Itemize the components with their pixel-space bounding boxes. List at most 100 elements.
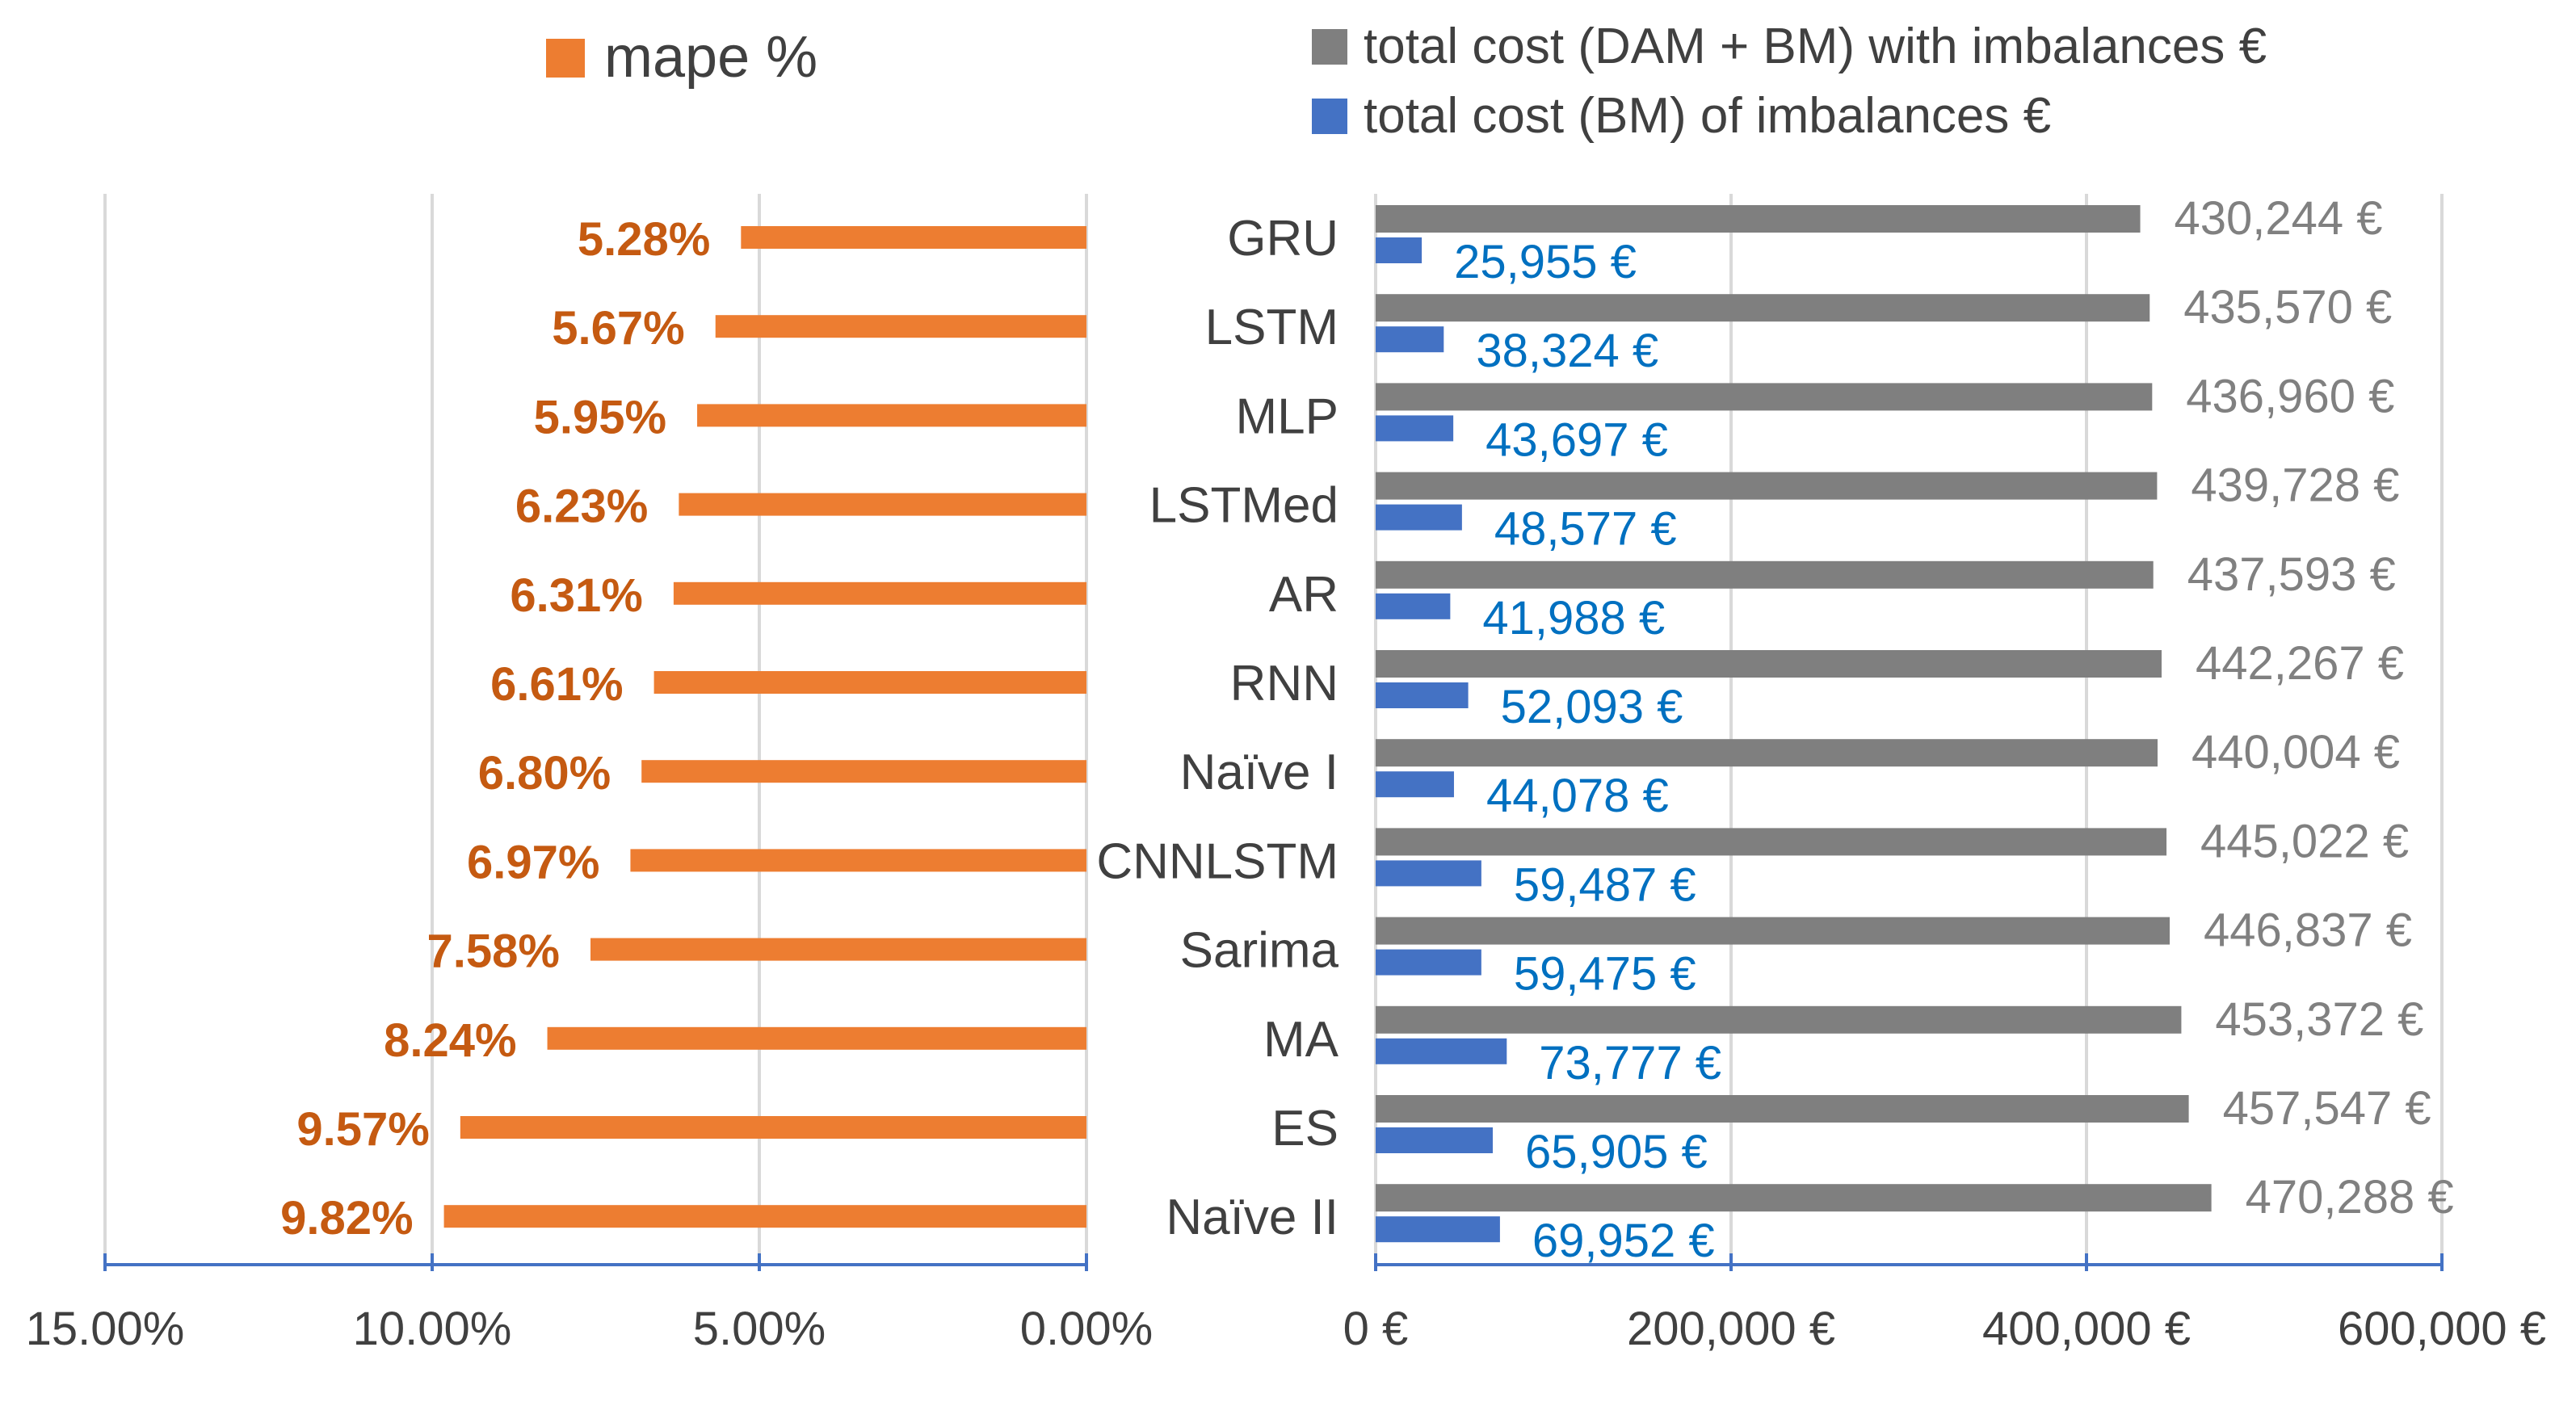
category-labels: GRU LSTM MLP LSTMed AR RNN Naïve I CNNLSTM Sarim…	[1096, 211, 1338, 1245]
mape-bar	[590, 938, 1086, 961]
mape-data-label: 6.61%	[490, 658, 623, 711]
imbalance-cost-data-label: 25,955 €	[1454, 236, 1637, 288]
legend: mape % total cost (DAM + BM) with imbalan…	[546, 19, 2267, 144]
imbalance-cost-data-label: 59,475 €	[1514, 948, 1696, 1001]
legend-swatch-imbalance-cost	[1312, 99, 1347, 134]
total-cost-bar	[1376, 383, 2153, 411]
total-cost-data-label: 453,372 €	[2215, 993, 2423, 1046]
imbalance-cost-data-label: 52,093 €	[1501, 681, 1683, 733]
mape-data-label: 5.28%	[578, 213, 710, 266]
category-label: RNN	[1230, 656, 1338, 711]
mape-bar	[673, 581, 1086, 605]
category-label: ES	[1271, 1101, 1338, 1156]
mape-data-label: 8.24%	[384, 1014, 516, 1067]
mape-data-label: 9.57%	[296, 1103, 429, 1156]
mape-bar	[715, 315, 1086, 338]
mape-bar	[641, 760, 1086, 783]
imbalance-cost-bar	[1376, 949, 1481, 976]
mape-data-label: 6.31%	[510, 569, 642, 622]
category-label: MA	[1263, 1012, 1339, 1068]
imbalance-cost-data-label: 69,952 €	[1532, 1215, 1715, 1267]
mape-bar	[697, 404, 1086, 427]
imbalance-cost-data-label: 59,487 €	[1514, 858, 1696, 911]
total-cost-bar	[1376, 205, 2141, 233]
total-cost-data-label: 442,267 €	[2196, 637, 2404, 690]
imbalance-cost-data-label: 73,777 €	[1539, 1037, 1721, 1089]
imbalance-cost-bar	[1376, 1038, 1507, 1064]
left-x-tick-label: 10.00%	[353, 1303, 512, 1355]
total-cost-bar	[1376, 828, 2167, 856]
cost-data-labels: 430,244 € 25,955 € 435,570 € 38,324 € 436,96…	[1454, 192, 2454, 1267]
imbalance-cost-data-label: 38,324 €	[1476, 325, 1658, 377]
category-label: Sarima	[1180, 923, 1339, 979]
legend-label-mape: mape %	[604, 25, 817, 90]
total-cost-bar	[1376, 472, 2158, 500]
category-label: LSTM	[1205, 300, 1338, 355]
imbalance-cost-bar	[1376, 860, 1481, 887]
total-cost-bar	[1376, 1005, 2182, 1034]
x-tick-labels: 15.00% 10.00% 5.00% 0.00% 0 € 200,000 € 400,00…	[26, 1303, 2546, 1355]
category-label: AR	[1269, 567, 1338, 623]
mape-bar	[460, 1116, 1086, 1139]
legend-swatch-mape	[546, 39, 585, 78]
imbalance-cost-bar	[1376, 1216, 1500, 1243]
right-x-tick-label: 400,000 €	[1982, 1303, 2191, 1355]
mape-bar	[679, 493, 1086, 516]
total-cost-data-label: 457,547 €	[2223, 1082, 2431, 1135]
category-label: Naïve II	[1166, 1190, 1338, 1245]
left-x-tick-label: 0.00%	[1020, 1303, 1153, 1355]
total-cost-bar	[1376, 560, 2154, 589]
total-cost-data-label: 430,244 €	[2175, 192, 2383, 245]
total-cost-bar	[1376, 917, 2170, 945]
category-label: MLP	[1236, 388, 1338, 444]
total-cost-bar	[1376, 1184, 2212, 1212]
imbalance-cost-bar	[1376, 237, 1422, 263]
mape-bar	[741, 226, 1086, 249]
mape-data-label: 7.58%	[427, 925, 560, 978]
imbalance-cost-data-label: 48,577 €	[1494, 503, 1677, 556]
imbalance-cost-bar	[1376, 682, 1469, 708]
legend-label-imbalance-cost: total cost (BM) of imbalances €	[1364, 88, 2051, 144]
mape-bar	[653, 671, 1086, 694]
right-gridlines	[1374, 194, 2444, 1265]
mape-data-label: 6.97%	[467, 836, 599, 888]
total-cost-data-label: 446,837 €	[2204, 904, 2412, 957]
total-cost-data-label: 437,593 €	[2187, 548, 2396, 601]
mape-data-label: 6.23%	[515, 481, 648, 533]
x-axes	[103, 1253, 2444, 1271]
category-label: CNNLSTM	[1096, 833, 1338, 889]
total-cost-bar	[1376, 650, 2162, 678]
left-x-tick-label: 5.00%	[693, 1303, 826, 1355]
imbalance-cost-bar	[1376, 593, 1451, 619]
cost-series	[1376, 205, 2212, 1243]
mape-bar	[547, 1026, 1086, 1050]
imbalance-cost-bar	[1376, 771, 1454, 798]
total-cost-data-label: 439,728 €	[2191, 460, 2399, 512]
imbalance-cost-bar	[1376, 326, 1444, 353]
imbalance-cost-data-label: 43,697 €	[1486, 413, 1668, 466]
mape-data-label: 5.95%	[534, 391, 666, 443]
left-x-tick-label: 15.00%	[26, 1303, 185, 1355]
legend-swatch-total-cost	[1312, 29, 1347, 65]
total-cost-data-label: 445,022 €	[2200, 815, 2409, 867]
total-cost-data-label: 440,004 €	[2191, 726, 2400, 779]
total-cost-bar	[1376, 739, 2158, 767]
mape-data-label: 9.82%	[280, 1192, 413, 1244]
mape-series	[443, 226, 1086, 1228]
imbalance-cost-data-label: 65,905 €	[1525, 1126, 1708, 1178]
imbalance-cost-bar	[1376, 1127, 1493, 1153]
category-label: LSTMed	[1149, 478, 1338, 534]
category-label: GRU	[1227, 211, 1338, 267]
total-cost-bar	[1376, 1095, 2189, 1123]
category-label: Naïve I	[1180, 745, 1338, 800]
legend-label-total-cost: total cost (DAM + BM) with imbalances €	[1364, 19, 2267, 74]
total-cost-data-label: 470,288 €	[2246, 1171, 2454, 1223]
total-cost-data-label: 435,570 €	[2183, 281, 2392, 334]
mape-data-label: 5.67%	[552, 302, 684, 355]
right-x-tick-label: 600,000 €	[2338, 1303, 2546, 1355]
right-x-tick-label: 200,000 €	[1627, 1303, 1835, 1355]
mape-data-label: 6.80%	[478, 747, 611, 800]
imbalance-cost-bar	[1376, 504, 1462, 531]
imbalance-cost-data-label: 44,078 €	[1486, 770, 1669, 822]
